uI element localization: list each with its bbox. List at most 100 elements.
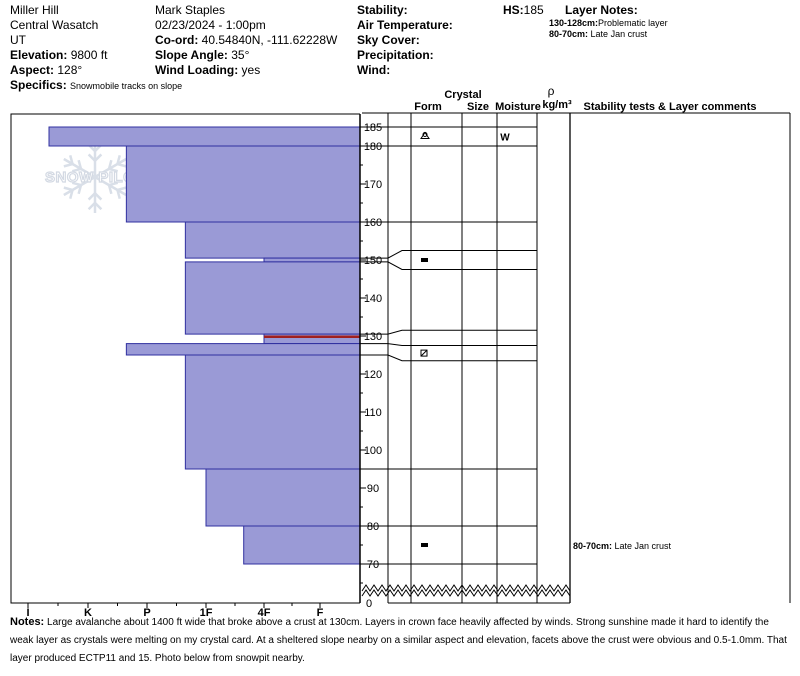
hs-value: 185 — [523, 3, 544, 17]
slope-value: 35° — [231, 48, 250, 62]
layer-connector — [360, 354, 411, 362]
layer-notes-block: Layer Notes: 130-128cm:Problematic layer… — [549, 3, 668, 40]
location-name: Miller Hill — [10, 3, 59, 17]
depth-tick-label: 70 — [367, 559, 379, 571]
surface-hoar-icon — [420, 131, 430, 139]
depth-tick-label: 120 — [364, 369, 382, 381]
axis-break-zigzag — [361, 584, 571, 592]
melt-freeze-crust-icon — [421, 543, 428, 547]
chart-frame — [10, 113, 361, 604]
wind-label: Wind: — [357, 63, 391, 77]
depth-tick-label: 80 — [367, 521, 379, 533]
hardness-tick-label: K — [84, 607, 92, 619]
hardness-layer-bar — [48, 126, 361, 147]
hardness-tick-label: F — [317, 607, 324, 619]
snowflake-branch — [63, 162, 73, 168]
wind-loading-row: Wind Loading: yes — [155, 63, 261, 77]
air-temp-label: Air Temperature: — [357, 18, 453, 32]
snowflake-branch — [94, 202, 103, 211]
snowflake-branch — [69, 189, 74, 199]
observer-block: Mark Staples 02/23/2024 - 1:00pm Co-ord:… — [155, 3, 337, 78]
specifics-value: Snowmobile tracks on slope — [70, 81, 183, 91]
melt-freeze-crust-icon — [421, 258, 428, 262]
profile-frame — [10, 113, 360, 604]
snowflake-branch — [87, 153, 96, 162]
snowflake-branch — [108, 181, 119, 187]
axis-break-zigzag — [361, 589, 571, 597]
hardness-layer-bar — [184, 221, 361, 259]
hardness-layer-bar — [263, 257, 361, 263]
notes-block: Notes: Large avalanche about 1400 ft wid… — [10, 613, 790, 668]
observation-datetime: 02/23/2024 - 1:00pm — [155, 18, 266, 32]
depth-tick-label: 110 — [364, 407, 382, 419]
layer-connector — [360, 343, 411, 346]
depth-tick-label: 160 — [364, 217, 382, 229]
hardness-tick-label: I — [26, 607, 29, 619]
hardness-bars — [48, 126, 361, 565]
specifics-row: Specifics: Snowmobile tracks on slope — [10, 78, 183, 92]
size-header: Size — [467, 101, 489, 113]
snowflake-branch — [116, 155, 121, 165]
hs-row: HS:185 — [503, 3, 544, 17]
coord-row: Co-ord: 40.54840N, -111.62228W — [155, 33, 338, 47]
coord-value: 40.54840N, -111.62228W — [201, 33, 338, 47]
aspect-row: Aspect: 128° — [10, 63, 83, 77]
snowflake-branch — [77, 184, 83, 195]
slope-row: Slope Angle: 35° — [155, 48, 250, 62]
faceted-rounded-icon — [420, 349, 428, 357]
snowflake-branch — [108, 167, 119, 173]
snowflake-branch — [117, 186, 127, 192]
snowflake-branch — [87, 192, 96, 201]
depth-tick-label: 170 — [364, 179, 382, 191]
hardness-layer-bar — [184, 354, 361, 470]
layer-connector — [360, 250, 411, 259]
hardness-tick-label: P — [143, 607, 150, 619]
elevation-row: Elevation: 9800 ft — [10, 48, 108, 62]
hardness-layer-bar — [125, 145, 361, 223]
snowflake-branch — [69, 155, 74, 165]
sky-cover-label: Sky Cover: — [357, 33, 420, 47]
hardness-layer-bar — [125, 343, 361, 356]
snowflake-arm — [63, 175, 96, 197]
depth-tick-label: 180 — [364, 141, 382, 153]
snowflake-branch — [117, 162, 127, 168]
snowflake-arm — [94, 175, 127, 197]
layer-note-1: 130-128cm:Problematic layer — [549, 18, 668, 28]
column-headers: Crystal Form Size Moisture ρ kg/m³ Stabi… — [414, 84, 756, 113]
hardness-layer-bar — [184, 261, 361, 335]
notes-label: Notes: — [10, 616, 45, 628]
layer-note-2: 80-70cm: Late Jan crust — [549, 29, 648, 39]
depth-tick-label: 150 — [364, 255, 382, 267]
layer-comments: 80-70cm: Late Jan crust — [573, 541, 672, 551]
depth-tick-label: 140 — [364, 293, 382, 305]
layer-connector — [360, 261, 411, 270]
crystal-table: W — [360, 112, 791, 604]
snowflake-branch — [116, 189, 121, 199]
location-state: UT — [10, 33, 26, 47]
depth-zero-label: 0 — [366, 598, 372, 610]
notes-text: Large avalanche about 1400 ft wide that … — [10, 617, 787, 664]
depth-tick-label: 100 — [364, 445, 382, 457]
stability-label: Stability: — [357, 3, 408, 17]
layer-connector — [360, 329, 411, 335]
aspect-value: 128° — [57, 63, 83, 77]
density-header: kg/m³ — [542, 99, 572, 111]
layer-notes-label: Layer Notes: — [565, 3, 638, 17]
layer-comment: 80-70cm: Late Jan crust — [573, 541, 672, 551]
snowflake-branch — [87, 202, 96, 211]
moisture-value: W — [500, 133, 510, 144]
conditions-block: Stability: Air Temperature: Sky Cover: P… — [357, 3, 453, 78]
observer-name: Mark Staples — [155, 3, 226, 17]
depth-tick-label: 185 — [364, 122, 382, 134]
depth-tick-label: 90 — [367, 483, 379, 495]
snowflake-arm — [63, 157, 96, 179]
snowflake-branch — [71, 167, 82, 173]
rho-header: ρ — [548, 84, 555, 98]
depth-tick-label: 130 — [364, 331, 382, 343]
depth-axis: 70 80 90 100 110 120 130 140 150 160 170 180 185 0 — [360, 122, 382, 610]
wind-loading-value: yes — [241, 63, 261, 77]
snowflake-branch — [77, 159, 83, 170]
moisture-header: Moisture — [495, 101, 541, 113]
snowflake-branch — [94, 192, 103, 201]
